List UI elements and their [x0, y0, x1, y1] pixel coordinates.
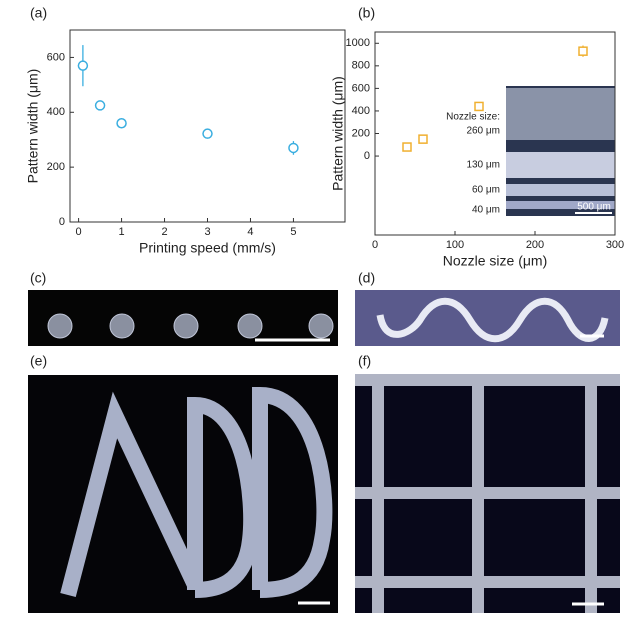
annotation: 40 μm — [472, 205, 500, 216]
panel-label: (d) — [358, 270, 375, 286]
panel-label: (a) — [30, 5, 47, 21]
y-tick-label: 600 — [352, 82, 370, 94]
data-point — [402, 142, 412, 152]
y-axis-label: Pattern width (μm) — [330, 76, 346, 191]
x-tick-label: 4 — [247, 226, 253, 238]
scale-label: 500 μm — [577, 202, 611, 213]
x-tick-label: 3 — [204, 226, 210, 238]
image-d — [355, 290, 620, 346]
panel-label: (e) — [30, 353, 47, 369]
inset-image — [506, 86, 615, 216]
y-tick-label: 0 — [364, 150, 370, 162]
annotation: 260 μm — [466, 126, 500, 137]
x-tick-label: 0 — [76, 226, 82, 238]
image-c — [28, 290, 338, 346]
panel-label: (b) — [358, 5, 375, 21]
x-axis-label: Nozzle size (μm) — [443, 253, 548, 269]
y-tick-label: 0 — [59, 216, 65, 228]
data-point — [202, 128, 213, 139]
x-tick-label: 1 — [119, 226, 125, 238]
image-f — [355, 374, 620, 613]
data-point — [474, 101, 484, 112]
data-point — [77, 60, 89, 71]
panel-label: (c) — [30, 270, 46, 286]
y-tick-label: 800 — [352, 60, 370, 72]
annotation: 60 μm — [472, 185, 500, 196]
x-tick-label: 0 — [372, 239, 378, 251]
annotation: Nozzle size: — [446, 112, 500, 123]
plot-frame — [69, 29, 346, 223]
x-tick-label: 2 — [161, 226, 167, 238]
y-tick-label: 400 — [352, 105, 370, 117]
annotation: 130 μm — [466, 160, 500, 171]
data-point — [578, 46, 588, 56]
x-tick-label: 300 — [606, 239, 624, 251]
y-tick-label: 400 — [47, 106, 65, 118]
y-axis-label: Pattern width (μm) — [25, 69, 41, 184]
image-e — [28, 375, 338, 613]
data-point — [116, 118, 127, 129]
y-tick-label: 1000 — [346, 37, 370, 49]
y-tick-label: 200 — [47, 161, 65, 173]
x-tick-label: 200 — [526, 239, 544, 251]
y-tick-label: 600 — [47, 51, 65, 63]
x-axis-label: Printing speed (mm/s) — [139, 240, 276, 256]
data-point — [418, 134, 428, 144]
data-point — [288, 142, 299, 154]
data-point — [94, 100, 106, 111]
panel-label: (f) — [358, 353, 371, 369]
x-tick-label: 5 — [290, 226, 296, 238]
y-tick-label: 200 — [352, 127, 370, 139]
x-tick-label: 100 — [446, 239, 464, 251]
